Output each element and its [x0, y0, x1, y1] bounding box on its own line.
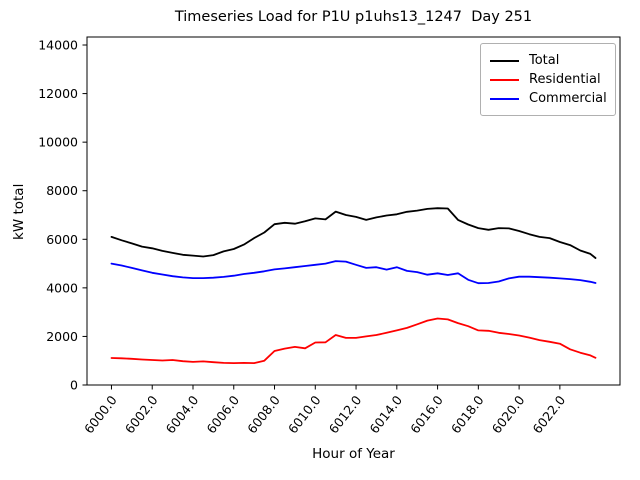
legend-label-commercial: Commercial	[529, 91, 607, 106]
x-tick-label: 6012.0	[326, 393, 365, 437]
plot-border	[86, 36, 621, 386]
series-line-commercial	[110, 260, 597, 285]
x-tick-label: 6018.0	[448, 393, 487, 437]
x-tick-label: 6008.0	[244, 393, 283, 437]
residential-line-swatch	[490, 78, 519, 81]
legend-item-total: Total	[490, 51, 607, 70]
x-tick-label: 6002.0	[122, 393, 161, 437]
y-tick-label: 0	[70, 378, 78, 393]
y-tick-label: 12000	[38, 86, 78, 101]
chart-title: Timeseries Load for P1U p1uhs13_1247 Day…	[174, 9, 533, 25]
legend-label-residential: Residential	[529, 72, 601, 87]
y-tick-label: 6000	[46, 232, 78, 247]
y-axis-label: kW total	[11, 183, 27, 240]
legend: Total Residential Commercial	[480, 43, 616, 116]
y-tick-label: 2000	[46, 329, 78, 344]
legend-label-total: Total	[529, 53, 560, 68]
x-tick-label: 6014.0	[366, 393, 405, 437]
x-tick-label: 6004.0	[163, 393, 202, 437]
y-tick-label: 8000	[46, 183, 78, 198]
legend-item-residential: Residential	[490, 70, 607, 89]
commercial-line-swatch	[490, 97, 519, 100]
y-tick-label: 10000	[38, 135, 78, 150]
y-tick-label: 4000	[46, 280, 78, 295]
y-tick-label: 14000	[38, 38, 78, 53]
x-tick-label: 6010.0	[285, 393, 324, 437]
legend-item-commercial: Commercial	[490, 89, 607, 108]
x-tick-label: 6020.0	[489, 393, 528, 437]
x-axis-label: Hour of Year	[312, 446, 395, 462]
series-line-total	[110, 207, 597, 259]
x-tick-label: 6022.0	[529, 393, 568, 437]
total-line-swatch	[490, 59, 519, 62]
x-tick-label: 6006.0	[203, 393, 242, 437]
x-tick-label: 6016.0	[407, 393, 446, 437]
series-line-residential	[110, 317, 597, 365]
x-tick-label: 6000.0	[81, 393, 120, 437]
